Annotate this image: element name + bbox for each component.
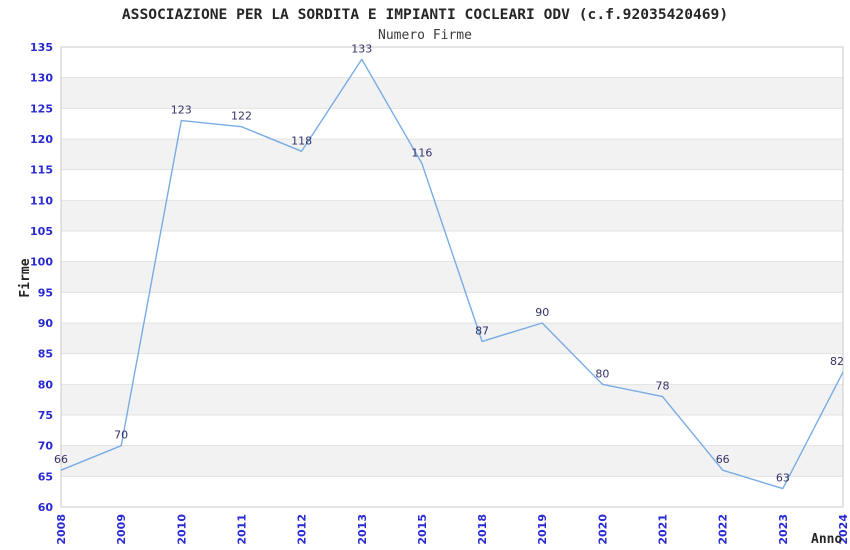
data-point-label: 63	[776, 472, 790, 485]
x-tick-label: 2009	[115, 514, 128, 545]
plot-stripe	[61, 200, 843, 231]
plot-area: 60 65 70 75 80 85 90 95 100 105 110 115 120 125 130 135…	[30, 41, 850, 545]
x-tick-label: 2010	[175, 514, 188, 545]
y-tick-label: 65	[38, 470, 53, 483]
data-point-label: 80	[595, 367, 609, 380]
y-tick-label: 80	[38, 378, 54, 391]
y-tick-label: 85	[38, 348, 53, 361]
data-point-label: 66	[54, 453, 68, 466]
data-point-label: 118	[291, 134, 312, 147]
x-tick-label: 2011	[235, 514, 248, 545]
chart-subtitle: Numero Firme	[378, 28, 472, 43]
y-tick-label: 115	[30, 164, 53, 177]
data-point-label: 87	[475, 324, 489, 337]
y-tick-label: 100	[30, 256, 53, 269]
x-tick-label: 2019	[536, 514, 549, 545]
y-tick-label: 90	[38, 317, 54, 330]
x-tick-label: 2013	[356, 514, 369, 545]
data-point-label: 122	[231, 110, 252, 123]
plot-stripe	[61, 445, 843, 477]
x-tick-label: 2018	[476, 514, 489, 545]
y-tick-label: 120	[30, 133, 53, 146]
x-axis-title: Anno	[811, 532, 842, 547]
plot-stripe	[61, 384, 843, 415]
y-tick-label: 130	[30, 72, 53, 85]
x-tick-label: 2008	[55, 514, 68, 545]
y-tick-label: 105	[30, 225, 53, 238]
data-point-label: 90	[535, 306, 549, 319]
y-tick-label: 70	[38, 440, 54, 453]
data-point-label: 66	[716, 453, 730, 466]
plot-border	[60, 46, 844, 508]
chart-title: ASSOCIAZIONE PER LA SORDITA E IMPIANTI C…	[122, 6, 728, 23]
y-tick-label: 135	[30, 41, 53, 54]
x-tick-label: 2012	[296, 514, 309, 545]
data-point-label: 82	[830, 355, 844, 368]
y-tick-label: 95	[38, 286, 53, 299]
x-tick-label: 2023	[777, 514, 790, 545]
plot-stripe	[61, 77, 843, 109]
y-axis-title: Firme	[18, 258, 33, 297]
series-line	[60, 58, 844, 490]
data-point-label: 70	[114, 429, 128, 442]
plot-stripe	[61, 261, 843, 293]
plot-stripe	[61, 323, 843, 354]
x-tick-label: 2020	[596, 514, 609, 545]
y-tick-label: 75	[38, 409, 53, 422]
data-point-label: 78	[656, 380, 670, 393]
data-point-label: 123	[171, 104, 192, 117]
y-tick-label: 125	[30, 102, 53, 115]
x-tick-label: 2021	[657, 514, 670, 545]
x-tick-label: 2024	[837, 514, 850, 545]
x-tick-label: 2015	[416, 514, 429, 545]
y-tick-label: 110	[30, 194, 53, 207]
x-tick-label: 2022	[717, 514, 730, 545]
data-point-label: 116	[411, 147, 432, 160]
plot-stripe	[61, 139, 843, 170]
y-tick-label: 60	[38, 501, 54, 514]
data-point-label: 133	[351, 42, 372, 55]
